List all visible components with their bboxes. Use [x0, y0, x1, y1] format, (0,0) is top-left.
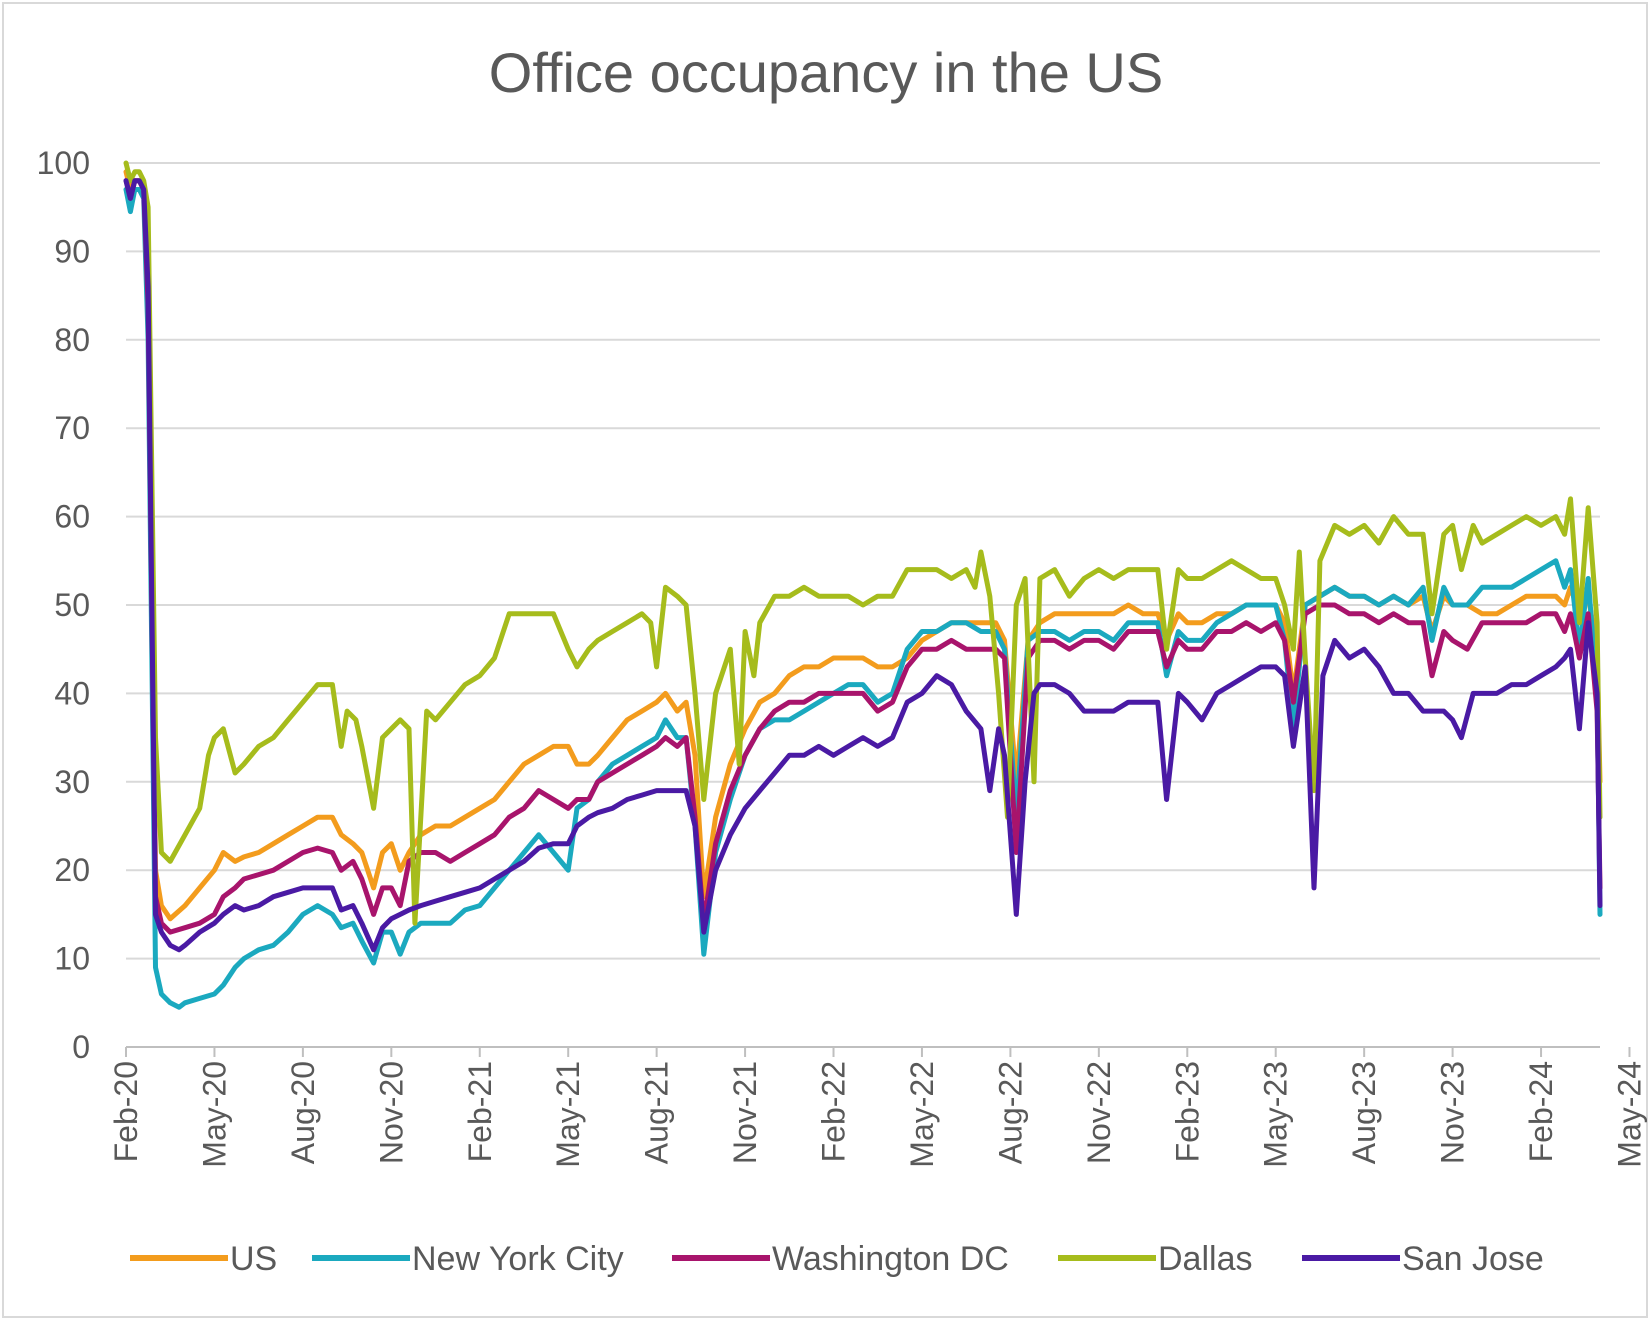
series-line-washington-dc [123, 178, 1603, 935]
x-tick-label: May-24 [1611, 1061, 1647, 1168]
legend-label: New York City [412, 1240, 624, 1278]
y-tick-label: 40 [54, 675, 90, 711]
series-line-san-jose [123, 178, 1603, 953]
y-tick-label: 100 [37, 145, 90, 181]
legend: US New York City Washington DC Dallas San Jo… [130, 1240, 1544, 1278]
x-tick-label: Feb-21 [462, 1061, 498, 1162]
y-tick-label: 90 [54, 233, 90, 269]
x-tick-label: Aug-21 [639, 1061, 675, 1164]
series-line-dallas [123, 160, 1603, 926]
x-tick-label: Aug-23 [1346, 1061, 1382, 1164]
y-tick-label: 30 [54, 764, 90, 800]
y-tick-label: 50 [54, 587, 90, 623]
legend-label: San Jose [1402, 1240, 1544, 1278]
x-tick-label: May-21 [550, 1061, 586, 1168]
x-tick-label: Nov-21 [727, 1061, 763, 1164]
x-tick-label: Aug-20 [285, 1061, 321, 1164]
y-tick-label: 0 [72, 1029, 90, 1065]
x-tick-label: May-20 [196, 1061, 232, 1168]
series-line-new-york-city [123, 187, 1603, 1010]
x-tick-label: Feb-20 [108, 1061, 144, 1162]
x-axis-ticks: Feb-20 May-20 Aug-20 Nov-20 Feb-21 May-21 Aug-… [108, 1047, 1647, 1168]
x-tick-label: Feb-22 [816, 1061, 852, 1162]
legend-label: Washington DC [772, 1240, 1009, 1278]
x-tick-label: Feb-24 [1523, 1061, 1559, 1162]
chart-title: Office occupancy in the US [489, 41, 1163, 104]
y-tick-label: 10 [54, 941, 90, 977]
x-tick-label: May-22 [904, 1061, 940, 1168]
legend-label: US [230, 1240, 277, 1278]
y-tick-label: 80 [54, 322, 90, 358]
x-tick-label: Nov-22 [1081, 1061, 1117, 1164]
y-tick-label: 20 [54, 852, 90, 888]
x-tick-label: May-23 [1258, 1061, 1294, 1168]
legend-label: Dallas [1158, 1240, 1252, 1278]
x-tick-label: Feb-23 [1169, 1061, 1205, 1162]
x-tick-label: Nov-20 [373, 1061, 409, 1164]
y-axis-ticks: 0 10 20 30 40 50 60 70 80 90 100 [37, 145, 90, 1065]
y-tick-label: 60 [54, 499, 90, 535]
y-tick-label: 70 [54, 410, 90, 446]
x-tick-label: Aug-22 [992, 1061, 1028, 1164]
x-tick-label: Nov-23 [1435, 1061, 1471, 1164]
series-lines [123, 160, 1603, 1010]
